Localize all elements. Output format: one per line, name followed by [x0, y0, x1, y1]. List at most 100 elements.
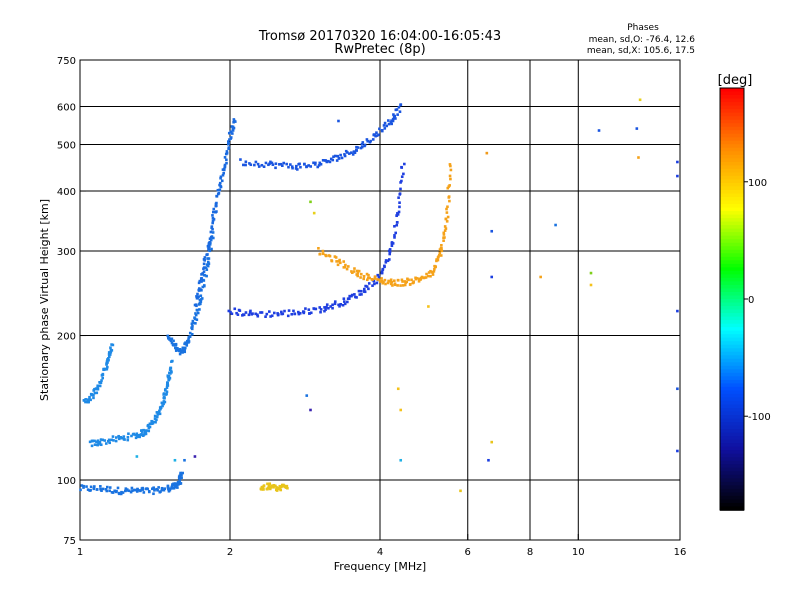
trace-point [123, 489, 127, 493]
trace-point [292, 309, 295, 313]
scatter-point [589, 271, 593, 275]
trace-point [401, 284, 405, 287]
trace-point [429, 269, 432, 273]
trace-point [440, 243, 443, 247]
trace-point [105, 362, 108, 365]
trace-point [99, 443, 103, 447]
trace-point [188, 335, 192, 338]
trace-point [119, 492, 123, 496]
scatter-point [589, 283, 593, 287]
trace-point [196, 296, 199, 300]
trace-point [341, 303, 345, 307]
trace-point [400, 278, 404, 282]
trace-point [142, 491, 146, 494]
trace-point [270, 314, 274, 318]
trace-point [356, 146, 360, 149]
trace-point [120, 490, 123, 494]
trace-point [190, 332, 194, 336]
colorbar-band [720, 189, 744, 195]
trace-point [343, 265, 347, 269]
trace-point [314, 307, 318, 311]
colorbar-band [720, 119, 744, 124]
trace-point [388, 258, 391, 261]
trace-point [352, 270, 356, 273]
trace-point [164, 388, 167, 391]
trace-point [176, 480, 180, 484]
colorbar-band [720, 211, 744, 216]
trace-point [312, 161, 315, 165]
trace-point [231, 132, 234, 135]
trace-point [151, 422, 155, 425]
trace-point [395, 221, 399, 224]
trace-point [289, 163, 292, 166]
trace-point [251, 312, 254, 315]
colorbar-band [720, 207, 744, 212]
trace-point [340, 156, 344, 160]
trace-point [270, 161, 274, 165]
trace-point [156, 413, 160, 416]
trace-point [336, 263, 340, 267]
trace-point [350, 151, 353, 154]
trace-point [219, 185, 223, 189]
trace-point [105, 367, 109, 371]
trace-point [445, 207, 448, 211]
trace-point [88, 440, 92, 444]
scatter-point [490, 229, 494, 233]
colorbar-band [720, 154, 744, 160]
trace-point [380, 277, 383, 280]
trace-point [444, 227, 448, 230]
trace-point [366, 139, 369, 143]
colorbar-band [720, 474, 744, 480]
colorbar-band [720, 179, 744, 184]
trace-point [331, 158, 335, 162]
trace-point [147, 429, 151, 433]
trace-point [372, 133, 376, 137]
trace-point [278, 484, 282, 488]
trace-point [431, 273, 435, 276]
trace-point [248, 311, 252, 314]
trace-point [403, 162, 406, 166]
trace-point [99, 438, 103, 441]
trace-point [446, 205, 449, 209]
trace-point [151, 487, 155, 490]
trace-point [180, 473, 183, 477]
trace-point [199, 300, 203, 303]
trace-point [368, 140, 372, 144]
trace-point [183, 350, 187, 354]
trace-point [309, 165, 313, 168]
trace-point [193, 303, 197, 307]
trace-point [249, 163, 253, 167]
trace-point [324, 159, 328, 162]
trace-point [390, 119, 393, 122]
trace-point [396, 113, 399, 116]
colorbar-band [720, 355, 744, 360]
trace-point [321, 158, 325, 162]
trace-point [89, 485, 93, 489]
trace-point [406, 277, 409, 281]
trace-point [260, 311, 264, 314]
trace-point [287, 309, 291, 312]
colorbar-band [720, 422, 744, 427]
colorbar-band [720, 253, 744, 258]
trace-point [343, 154, 347, 158]
trace-point [376, 278, 379, 281]
colorbar-band [720, 400, 744, 406]
trace-point [357, 289, 361, 293]
trace-point [319, 310, 322, 314]
trace-point [161, 404, 164, 408]
trace-point [387, 119, 390, 122]
trace-point [110, 343, 113, 346]
trace-point [278, 163, 281, 166]
x-tick-label: 16 [674, 547, 687, 558]
colorbar-band [720, 112, 744, 117]
trace-point [439, 246, 443, 250]
trace-point [220, 179, 224, 183]
trace-point [405, 280, 409, 284]
scatter-point [183, 458, 186, 462]
trace-point [391, 284, 394, 287]
trace-point [169, 366, 172, 370]
trace-point [376, 273, 380, 277]
colorbar-band [720, 235, 744, 241]
trace-point [84, 398, 87, 401]
trace-point [390, 241, 394, 244]
